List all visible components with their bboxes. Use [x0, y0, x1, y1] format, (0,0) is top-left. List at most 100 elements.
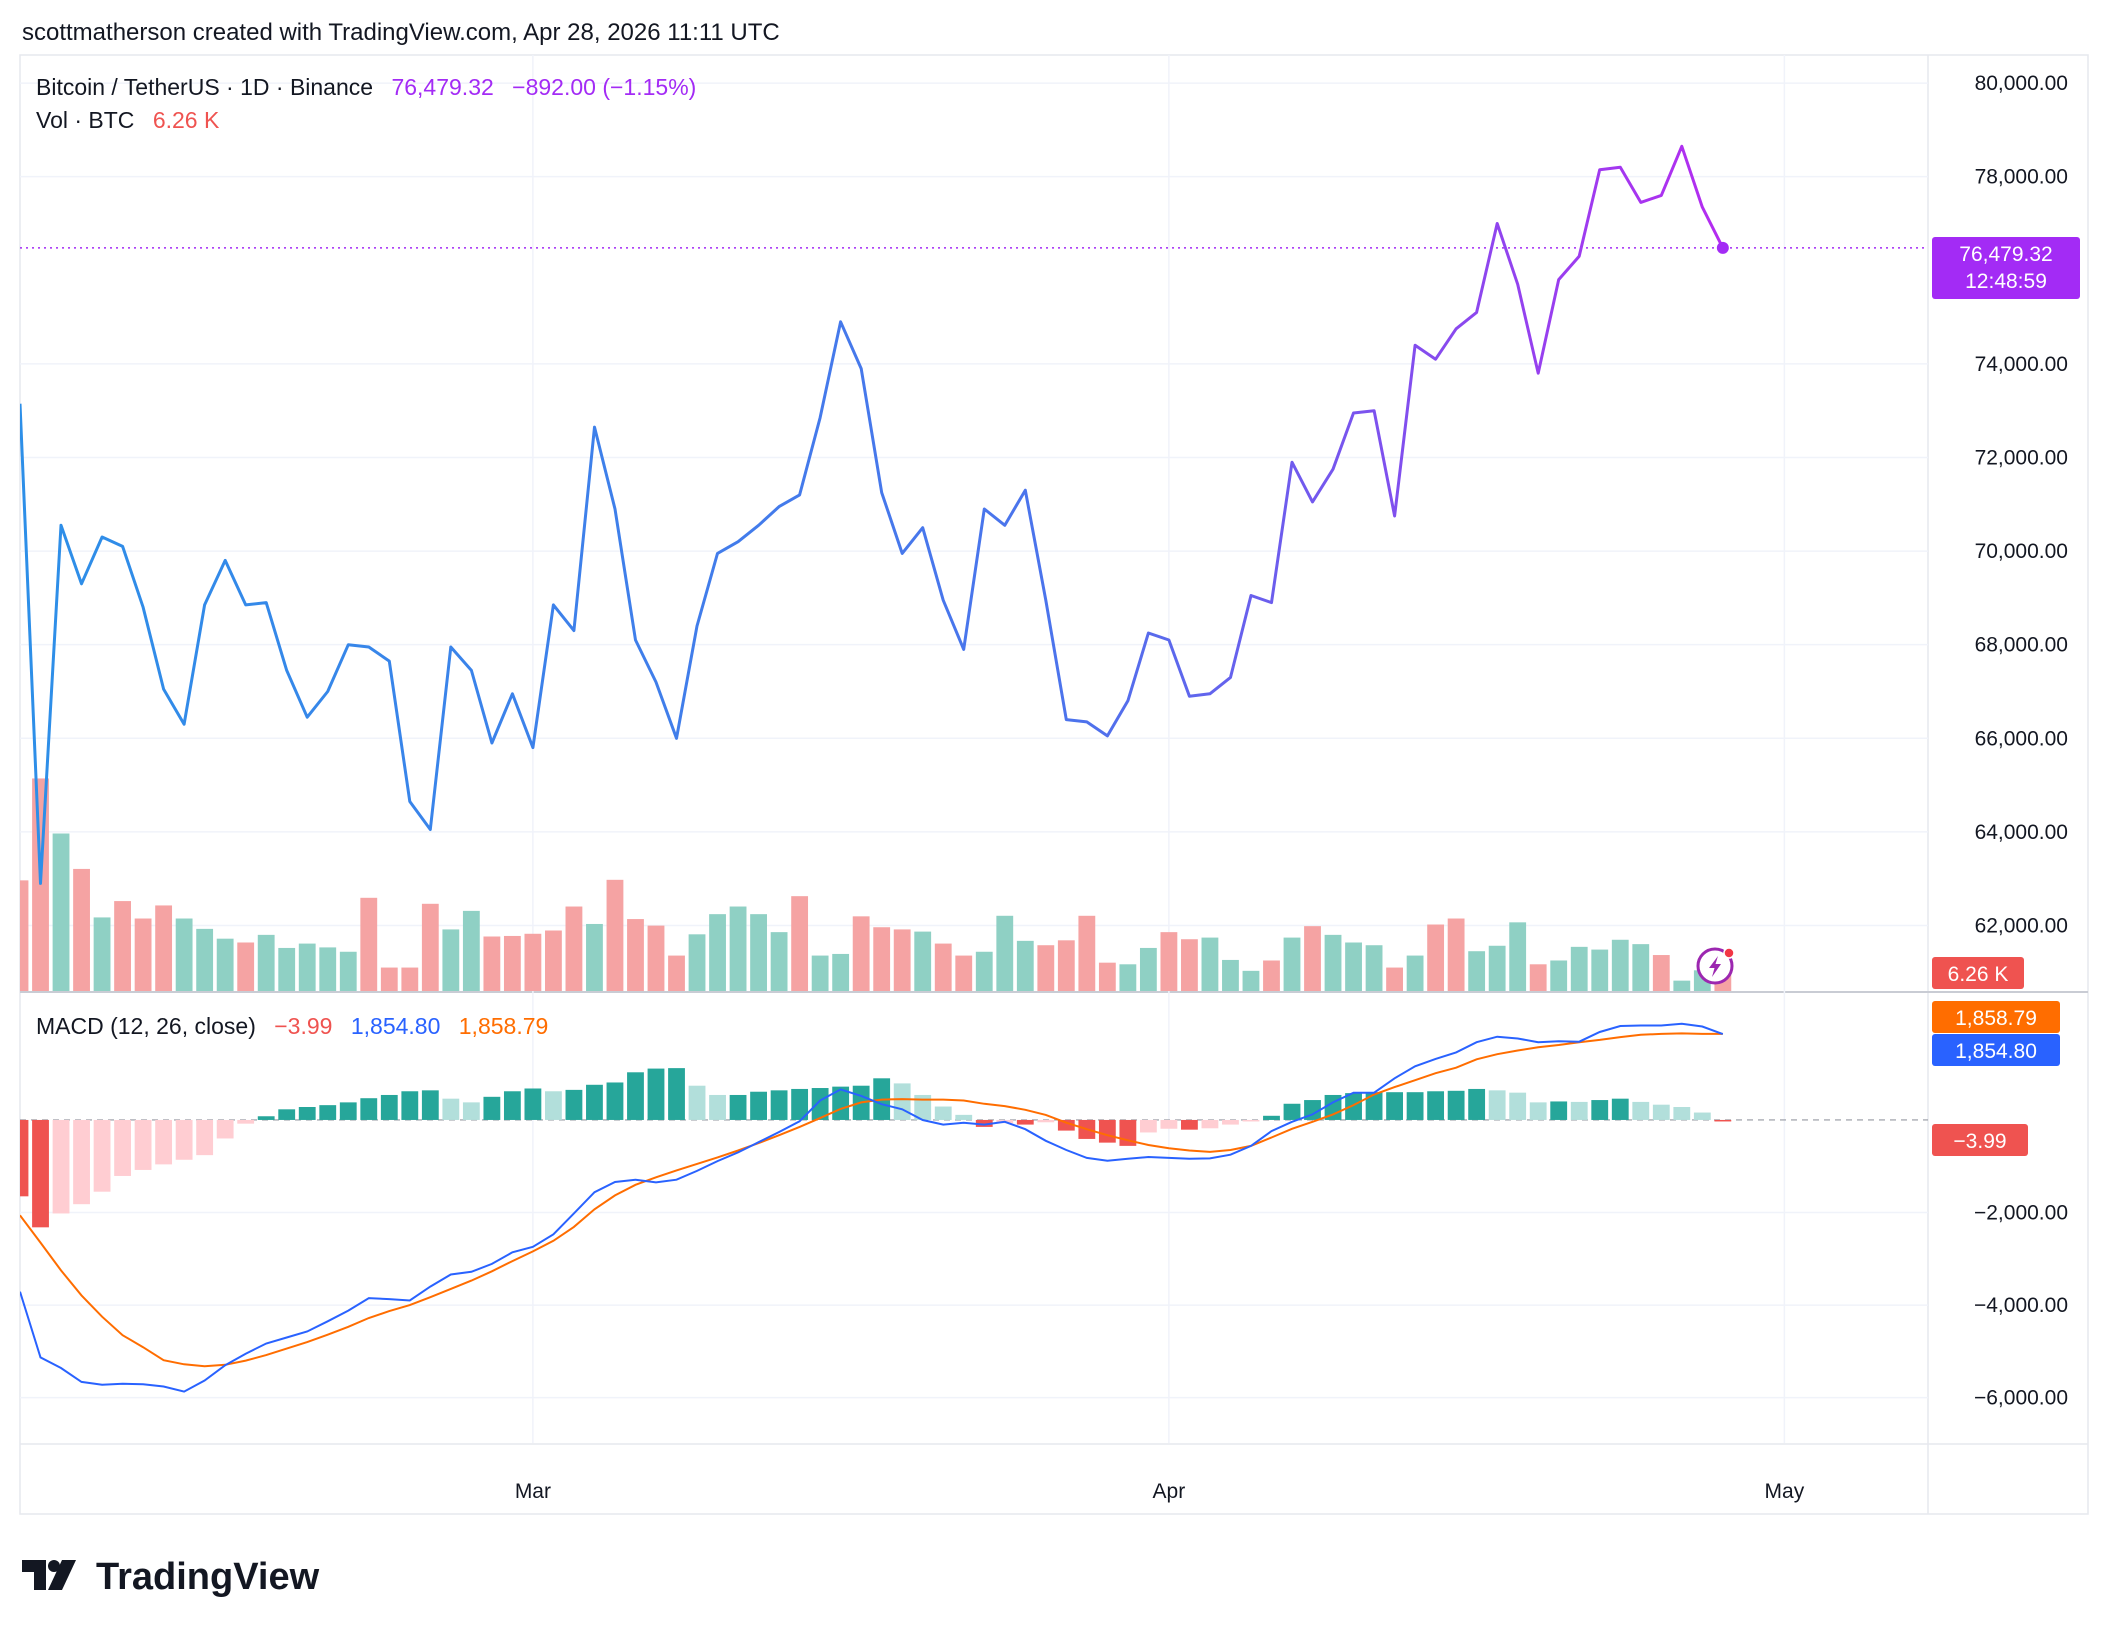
macd-histogram-bar [339, 1102, 357, 1120]
macd-histogram-bar [545, 1091, 562, 1120]
time-tick-label: May [1765, 1480, 1805, 1503]
volume-bar [339, 951, 357, 991]
volume-bar [1550, 960, 1568, 991]
macd-histogram-bar [278, 1109, 296, 1120]
macd-histogram-bar [32, 1119, 49, 1228]
volume-bar [791, 896, 809, 991]
macd-line-value: 1,854.80 [351, 1013, 441, 1039]
tradingview-logo-icon [22, 1560, 76, 1590]
volume-bar [750, 914, 767, 991]
volume-bar [298, 943, 316, 991]
volume-bar [586, 923, 603, 991]
volume-bar [1263, 960, 1280, 991]
macd-histogram-bar [811, 1088, 829, 1120]
svg-text:Vol · BTC 6.26 K: Vol · BTC 6.26 K [36, 107, 220, 133]
volume-bar [1016, 940, 1034, 991]
volume-bar [524, 933, 542, 991]
volume-bar [114, 901, 131, 991]
macd-histogram-bar [914, 1094, 932, 1120]
macd-hist-tag-value: −3.99 [1953, 1130, 2006, 1153]
macd-histogram-bar [93, 1119, 111, 1192]
macd-histogram-bar [893, 1083, 911, 1120]
volume-bar [257, 934, 275, 991]
volume-bar [1181, 939, 1198, 991]
volume-bar [1570, 946, 1588, 991]
macd-histogram-bar [442, 1098, 460, 1120]
tradingview-logo[interactable]: TradingView [22, 1556, 320, 1598]
macd-histogram-bar [20, 1119, 29, 1197]
macd-histogram-bar [462, 1102, 480, 1120]
volume-bar [462, 910, 480, 991]
macd-histogram-bar [73, 1119, 90, 1205]
volume-bar [1304, 926, 1321, 991]
macd-signal-value: 1,858.79 [459, 1013, 549, 1039]
volume-bar [52, 833, 70, 991]
macd-histogram-bar [647, 1068, 665, 1120]
volume-bar [237, 942, 255, 991]
volume-bar [606, 879, 624, 991]
volume-bar [811, 955, 829, 991]
macd-hist-value: −3.99 [274, 1013, 332, 1039]
time-tick-label: Mar [515, 1480, 551, 1503]
macd-histogram-bar [1242, 1119, 1260, 1122]
macd-histogram-bar [770, 1090, 788, 1120]
macd-histogram-bar [1016, 1119, 1034, 1125]
macd-histogram-bar [1365, 1092, 1383, 1120]
volume-bar [1283, 937, 1301, 991]
volume-bar [1468, 951, 1486, 991]
volume-label[interactable]: Vol · BTC [36, 107, 134, 133]
signal-line [20, 1032, 1723, 1368]
legend-price: 76,479.32 [391, 74, 493, 100]
macd-signal-tag: 1,858.79 [1932, 1001, 2060, 1033]
volume-tag: 6.26 K [1932, 957, 2024, 989]
credit-text: scottmatherson created with TradingView.… [22, 19, 780, 46]
macd-histogram-bar [360, 1098, 378, 1120]
macd-histogram-bar [975, 1119, 993, 1127]
macd-histogram-bar [483, 1096, 501, 1120]
volume-bar [688, 934, 706, 991]
axis-labels: 80,000.00 78,000.00 74,000.00 72,000.00 70,0… [515, 72, 2068, 1503]
volume-bar [1037, 945, 1055, 991]
macd-label[interactable]: MACD (12, 26, close) [36, 1013, 256, 1039]
volume-bar [380, 967, 398, 991]
macd-histogram-bar [1693, 1112, 1711, 1120]
macd-layer [20, 1022, 1928, 1393]
macd-histogram-bar [1550, 1101, 1568, 1120]
macd-histogram-bar [1673, 1107, 1691, 1120]
countdown-tag: 12:48:59 [1965, 270, 2047, 293]
macd-line-tag-value: 1,854.80 [1955, 1040, 2037, 1063]
price-tick-label: 80,000.00 [1975, 72, 2068, 95]
volume-bar [873, 927, 891, 991]
macd-histogram-bar [1427, 1091, 1445, 1120]
volume-bar [278, 947, 296, 991]
macd-histogram-bar [134, 1119, 152, 1170]
macd-histogram-bar [791, 1088, 809, 1120]
grid [20, 55, 1928, 1443]
macd-histogram-bar [1570, 1101, 1588, 1120]
brand-name: TradingView [96, 1556, 320, 1598]
volume-bar [175, 918, 193, 991]
volume-bar [216, 938, 234, 991]
volume-bar [955, 955, 973, 991]
macd-histogram-bar [175, 1119, 193, 1160]
lightning-icon[interactable] [1696, 947, 1735, 985]
volume-bars [20, 778, 1732, 991]
volume-bar [996, 915, 1014, 991]
macd-histogram-bar [729, 1094, 747, 1120]
price-series-layer [20, 144, 1928, 885]
symbol-label[interactable]: Bitcoin / TetherUS · 1D · Binance [36, 74, 373, 100]
price-legend: Bitcoin / TetherUS · 1D · Binance 76,479… [36, 74, 696, 133]
macd-histogram-bar [1406, 1092, 1424, 1120]
volume-bar [565, 906, 583, 991]
svg-text:Bitcoin / TetherUS · 1D · Bina: Bitcoin / TetherUS · 1D · Binance 76,479… [36, 74, 696, 100]
volume-bar [1632, 944, 1650, 991]
macd-histogram-bar [237, 1119, 255, 1124]
macd-histogram-bar [1160, 1119, 1178, 1129]
macd-histogram-bar [934, 1106, 952, 1120]
volume-bar [627, 919, 644, 991]
volume-bar [134, 918, 152, 991]
macd-histogram-bar [586, 1084, 603, 1120]
volume-bar [1427, 924, 1445, 991]
volume-bar [1119, 964, 1137, 991]
macd-histogram-bar [1591, 1100, 1609, 1120]
